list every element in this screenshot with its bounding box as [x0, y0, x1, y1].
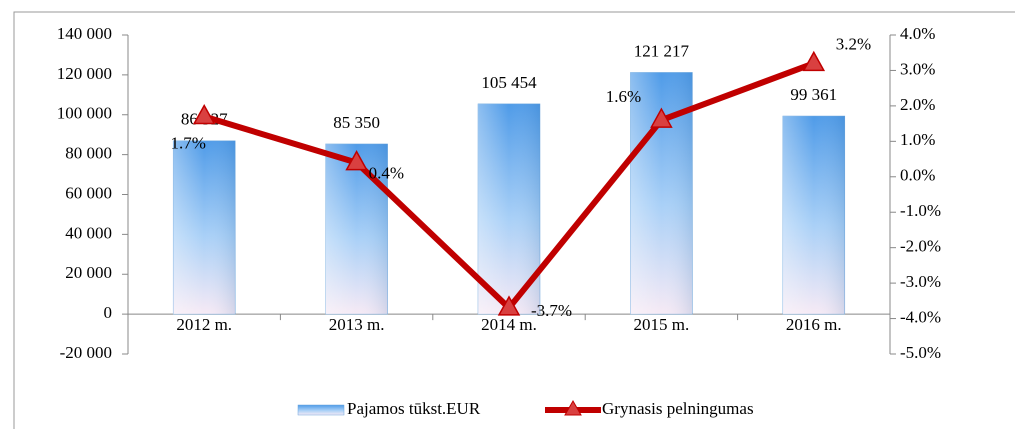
legend-label: Grynasis pelningumas [602, 399, 754, 418]
data-label: 1.6% [606, 87, 641, 106]
data-label: 3.2% [836, 34, 871, 53]
y2-tick-label: -3.0% [900, 272, 941, 291]
data-label: 99 361 [790, 85, 837, 104]
y2-tick-label: 4.0% [900, 24, 935, 43]
y-tick-label: 40 000 [65, 223, 112, 242]
bar-shine [782, 116, 845, 315]
y-tick-label: 60 000 [65, 183, 112, 202]
y2-tick-label: 3.0% [900, 59, 935, 78]
y2-tick-label: 0.0% [900, 166, 935, 185]
x-tick-label: 2012 m. [176, 315, 232, 334]
y-tick-label: 140 000 [57, 24, 112, 43]
x-tick-label: 2014 m. [481, 315, 537, 334]
marker [802, 50, 826, 72]
data-label: 121 217 [634, 41, 690, 60]
data-label: 1.7% [170, 133, 205, 152]
y-tick-label: 100 000 [57, 104, 112, 123]
legend-label: Pajamos tūkst.EUR [347, 399, 481, 418]
data-label: 0.4% [369, 164, 404, 183]
marker [192, 103, 216, 125]
y2-tick-label: 1.0% [900, 130, 935, 149]
y-tick-label: 120 000 [57, 64, 112, 83]
x-tick-label: 2016 m. [786, 315, 842, 334]
marker [650, 107, 673, 128]
marker [345, 150, 368, 171]
y2-tick-label: -4.0% [900, 307, 941, 326]
y2-tick-label: -1.0% [900, 201, 941, 220]
y-tick-label: 80 000 [65, 144, 112, 163]
bar-shine [325, 143, 388, 315]
y2-tick-label: -2.0% [900, 237, 941, 256]
chart-border [13, 11, 1015, 429]
legend-marker [564, 399, 582, 416]
legend-swatch [297, 404, 345, 416]
y-tick-label: 20 000 [65, 263, 112, 282]
y-tick-label: -20 000 [60, 343, 112, 362]
marker [497, 295, 521, 316]
x-tick-label: 2015 m. [634, 315, 690, 334]
data-label: -3.7% [531, 301, 572, 320]
y2-tick-label: -5.0% [900, 343, 941, 362]
data-label: 105 454 [481, 73, 537, 92]
y2-tick-label: 2.0% [900, 95, 935, 114]
data-label: 85 350 [333, 113, 380, 132]
x-tick-label: 2013 m. [329, 315, 385, 334]
bar-shine [173, 140, 236, 315]
y-tick-label: 0 [104, 303, 113, 322]
